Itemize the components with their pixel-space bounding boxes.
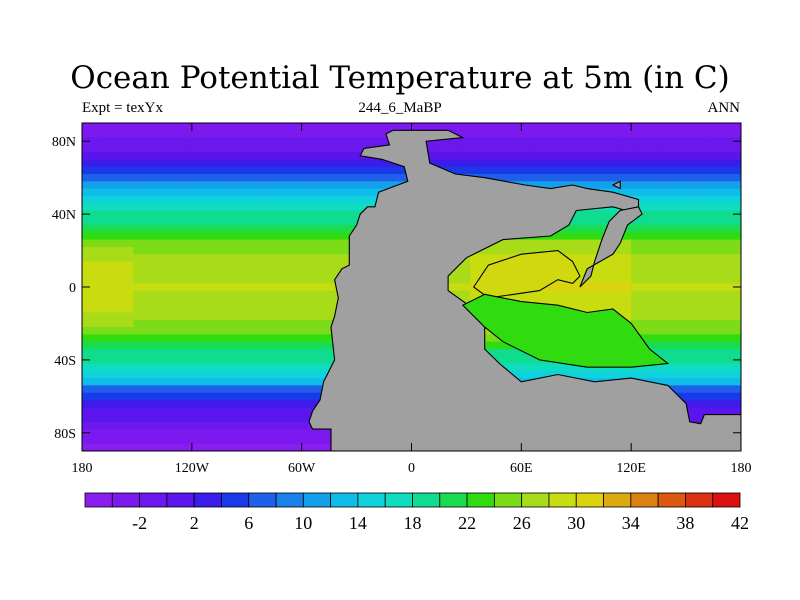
colorbar-swatch <box>603 492 632 508</box>
colorbar-swatch <box>221 492 250 508</box>
x-tick-label: 60W <box>288 461 316 476</box>
colorbar-label: 18 <box>404 513 422 533</box>
land-ridge-east <box>579 206 643 288</box>
colorbar: -2 2 6 10 14 18 22 26 30 34 38 42 <box>84 492 749 533</box>
colorbar-label: 14 <box>349 513 367 533</box>
colorbar-swatch <box>712 492 741 508</box>
colorbar-swatch <box>166 492 195 508</box>
period-label: 244_6_MaBP <box>358 100 442 116</box>
colorbar-swatch <box>384 492 413 508</box>
colorbar-swatch <box>248 492 277 508</box>
y-tick-label: 40N <box>52 208 76 223</box>
y-tick-label: 80N <box>52 135 76 150</box>
colorbar-swatch <box>84 492 113 508</box>
experiment-label: Expt = texYx <box>82 100 163 116</box>
chart-title: Ocean Potential Temperature at 5m (in C) <box>70 60 730 96</box>
colorbar-swatch <box>439 492 468 508</box>
colorbar-label: 22 <box>458 513 476 533</box>
colorbar-label: 6 <box>244 513 253 533</box>
colorbar-label: 38 <box>676 513 694 533</box>
x-tick-label: 180 <box>72 461 93 476</box>
inland-basin-2 <box>461 293 670 368</box>
colorbar-swatch <box>575 492 604 508</box>
inland-basin <box>472 250 581 299</box>
x-tick-label: 120W <box>175 461 210 476</box>
colorbar-swatch <box>275 492 304 508</box>
y-tick-label: 80S <box>54 427 76 442</box>
colorbar-swatch <box>357 492 386 508</box>
colorbar-label: 42 <box>731 513 749 533</box>
colorbar-label: 34 <box>622 513 640 533</box>
colorbar-swatch <box>657 492 686 508</box>
colorbar-swatch <box>466 492 495 508</box>
colorbar-swatch <box>521 492 550 508</box>
colorbar-label: -2 <box>132 513 147 533</box>
colorbar-swatch <box>630 492 659 508</box>
y-tick-label: 0 <box>69 281 76 296</box>
colorbar-label: 2 <box>190 513 199 533</box>
x-tick-label: 0 <box>408 461 415 476</box>
x-tick-label: 120E <box>616 461 646 476</box>
island-north <box>611 180 621 190</box>
colorbar-swatch <box>685 492 714 508</box>
colorbar-swatch <box>139 492 168 508</box>
colorbar-label: 30 <box>567 513 585 533</box>
colorbar-swatch <box>302 492 332 508</box>
y-tick-label: 40S <box>54 354 76 369</box>
colorbar-label: 26 <box>513 513 531 533</box>
colorbar-swatch <box>330 492 359 508</box>
colorbar-swatch <box>111 492 140 508</box>
colorbar-swatch <box>548 492 577 508</box>
x-tick-label: 60E <box>510 461 533 476</box>
colorbar-label: 10 <box>294 513 312 533</box>
colorbar-swatch <box>493 492 523 508</box>
x-tick-label: 180 <box>731 461 752 476</box>
colorbar-swatch <box>193 492 222 508</box>
season-label: ANN <box>707 100 741 116</box>
colorbar-swatch <box>412 492 441 508</box>
